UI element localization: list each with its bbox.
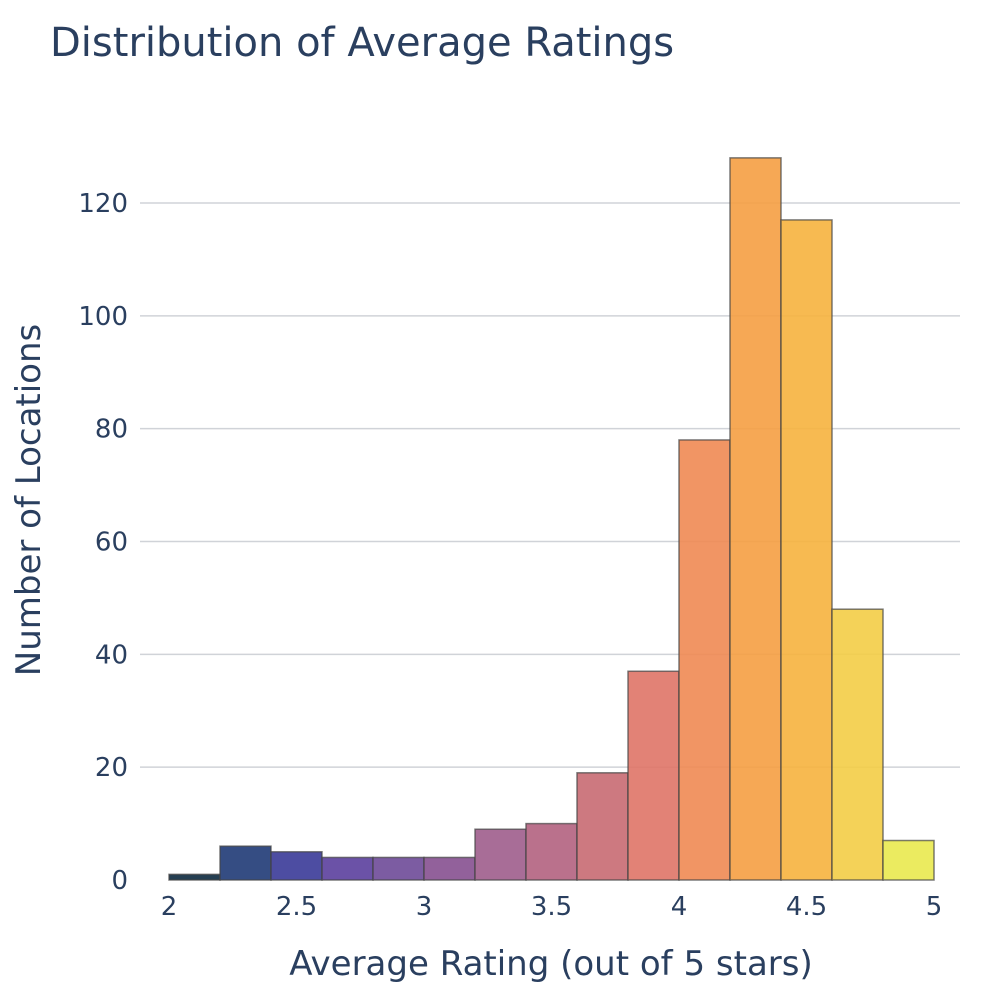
chart-title: Distribution of Average Ratings	[50, 20, 675, 66]
y-tick-label: 0	[111, 866, 128, 896]
y-tick-label: 20	[95, 753, 128, 783]
histogram-bar	[678, 439, 731, 881]
x-tick-label: 2	[161, 892, 178, 922]
y-tick-label: 60	[95, 528, 128, 558]
histogram-bar	[882, 839, 935, 881]
y-tick-label: 120	[78, 189, 128, 219]
x-tick-label: 5	[926, 892, 943, 922]
histogram-bar	[780, 219, 833, 881]
x-axis-label: Average Rating (out of 5 stars)	[289, 944, 812, 984]
histogram-bar	[423, 856, 476, 881]
x-tick-label: 3.5	[531, 892, 572, 922]
histogram-bar	[321, 856, 374, 881]
x-tick-label: 3	[416, 892, 433, 922]
y-tick-label: 100	[78, 302, 128, 332]
histogram-bar	[219, 845, 272, 881]
y-tick-label: 80	[95, 415, 128, 445]
x-tick-label: 4	[671, 892, 688, 922]
histogram-bar	[525, 822, 578, 881]
x-tick-label: 2.5	[276, 892, 317, 922]
histogram-bar	[729, 157, 782, 881]
histogram-bar	[831, 608, 884, 881]
histogram-bar	[474, 828, 527, 881]
y-axis-label: Number of Locations	[9, 324, 49, 676]
histogram-bar	[576, 772, 629, 881]
y-tick-label: 40	[95, 640, 128, 670]
histogram-bar	[168, 873, 221, 881]
histogram-bar	[627, 670, 680, 881]
x-tick-label: 4.5	[786, 892, 827, 922]
histogram-bar	[270, 851, 323, 881]
histogram-bar	[372, 856, 425, 881]
